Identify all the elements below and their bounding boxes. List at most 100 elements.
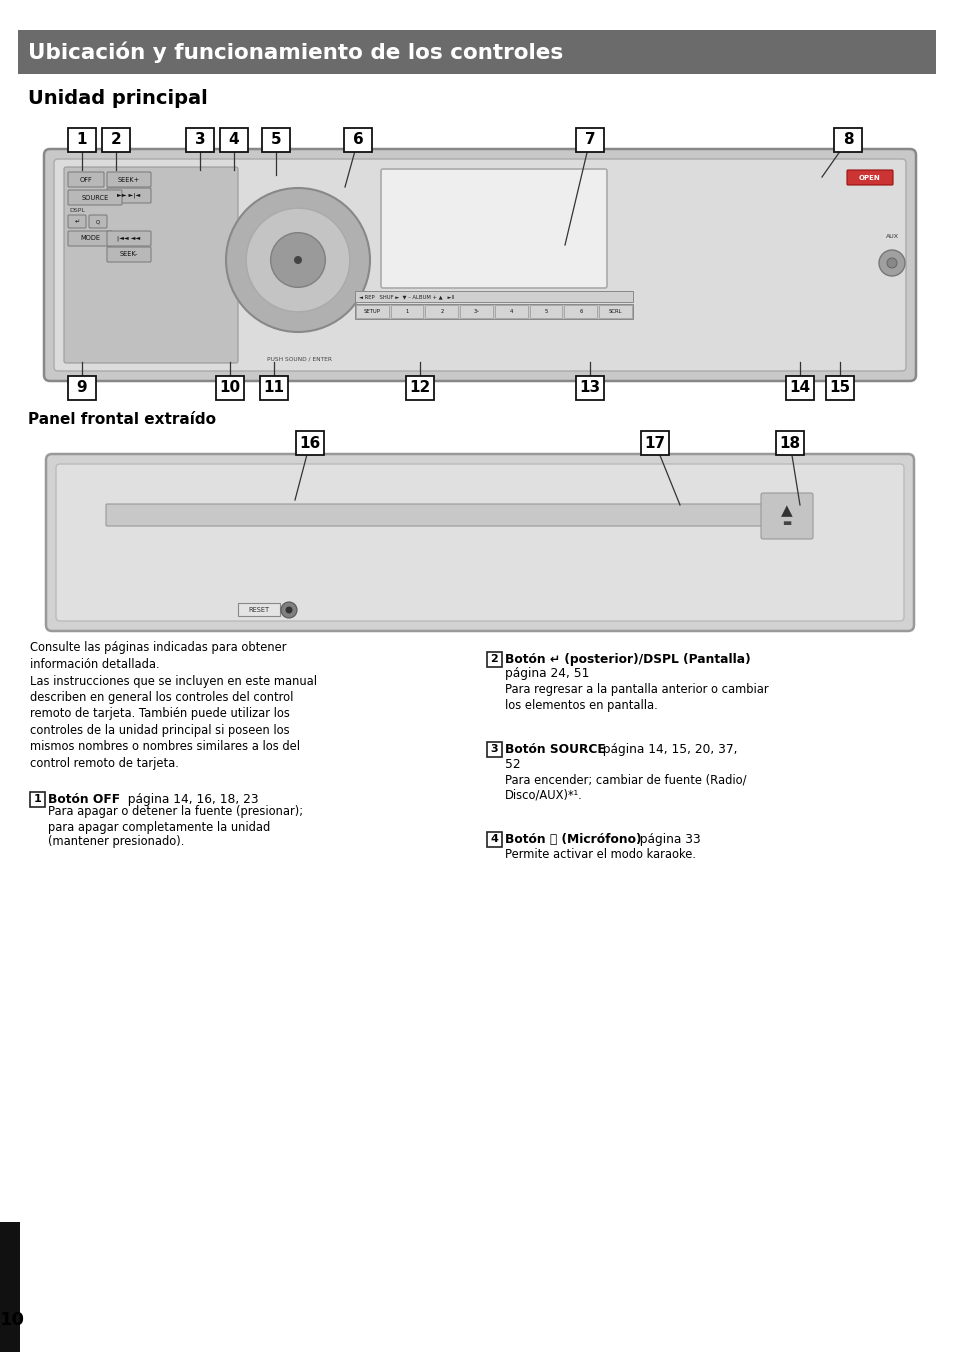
- FancyBboxPatch shape: [64, 168, 237, 362]
- Text: Unidad principal: Unidad principal: [28, 88, 208, 108]
- Circle shape: [226, 188, 370, 333]
- Text: 10: 10: [219, 380, 240, 396]
- Circle shape: [271, 233, 325, 288]
- FancyBboxPatch shape: [107, 231, 151, 246]
- Text: ▬: ▬: [781, 518, 791, 529]
- FancyBboxPatch shape: [785, 376, 813, 400]
- Text: para apagar completamente la unidad: para apagar completamente la unidad: [48, 821, 270, 833]
- FancyBboxPatch shape: [56, 464, 903, 621]
- FancyBboxPatch shape: [106, 504, 763, 526]
- Text: MODE: MODE: [80, 235, 100, 242]
- FancyBboxPatch shape: [68, 128, 96, 151]
- Text: 14: 14: [789, 380, 810, 396]
- Text: 12: 12: [409, 380, 430, 396]
- FancyBboxPatch shape: [260, 376, 288, 400]
- FancyBboxPatch shape: [825, 376, 853, 400]
- FancyBboxPatch shape: [380, 169, 606, 288]
- Text: 18: 18: [779, 435, 800, 450]
- Text: página 14, 16, 18, 23: página 14, 16, 18, 23: [120, 794, 258, 806]
- FancyBboxPatch shape: [68, 231, 112, 246]
- Circle shape: [294, 256, 302, 264]
- FancyBboxPatch shape: [46, 454, 913, 631]
- Text: |◄◄ ◄◄: |◄◄ ◄◄: [117, 235, 140, 241]
- Circle shape: [878, 250, 904, 276]
- Text: 4: 4: [490, 834, 497, 845]
- Text: SEEK+: SEEK+: [118, 177, 140, 183]
- Bar: [355, 304, 633, 319]
- Circle shape: [285, 607, 293, 614]
- Bar: [459, 306, 493, 318]
- FancyBboxPatch shape: [107, 172, 151, 187]
- FancyBboxPatch shape: [54, 160, 905, 370]
- Text: 3: 3: [194, 132, 205, 147]
- Text: Botón ⑂ (Micrófono): Botón ⑂ (Micrófono): [504, 833, 640, 846]
- FancyBboxPatch shape: [102, 128, 130, 151]
- Text: Las instrucciones que se incluyen en este manual: Las instrucciones que se incluyen en est…: [30, 675, 316, 688]
- Text: 8: 8: [841, 132, 852, 147]
- Text: ◄ REP   SHUF ►  ▼ – ALBUM + ▲   ►II: ◄ REP SHUF ► ▼ – ALBUM + ▲ ►II: [358, 295, 454, 300]
- Text: controles de la unidad principal si poseen los: controles de la unidad principal si pose…: [30, 725, 290, 737]
- Text: información detallada.: información detallada.: [30, 658, 159, 671]
- Text: 2: 2: [490, 654, 497, 664]
- Text: AUX: AUX: [884, 234, 898, 239]
- Text: PUSH SOUND / ENTER: PUSH SOUND / ENTER: [267, 357, 333, 361]
- Text: SETUP: SETUP: [363, 310, 380, 314]
- Bar: [237, 603, 280, 617]
- Text: 9: 9: [76, 380, 88, 396]
- Text: 1: 1: [405, 310, 409, 314]
- Text: 2: 2: [439, 310, 443, 314]
- Bar: [355, 291, 633, 301]
- Text: Consulte las páginas indicadas para obtener: Consulte las páginas indicadas para obte…: [30, 641, 286, 654]
- Bar: [18, 30, 935, 74]
- Text: Panel frontal extraído: Panel frontal extraído: [28, 412, 215, 427]
- Text: Ubicación y funcionamiento de los controles: Ubicación y funcionamiento de los contro…: [28, 42, 562, 62]
- Bar: [486, 742, 501, 757]
- FancyBboxPatch shape: [107, 247, 151, 262]
- Text: describen en general los controles del control: describen en general los controles del c…: [30, 691, 294, 704]
- FancyBboxPatch shape: [760, 493, 812, 539]
- Bar: [495, 306, 527, 318]
- Text: 52: 52: [504, 757, 520, 771]
- FancyBboxPatch shape: [406, 376, 434, 400]
- Circle shape: [281, 602, 296, 618]
- FancyBboxPatch shape: [262, 128, 290, 151]
- Bar: [30, 792, 45, 807]
- Text: ►► ►|◄: ►► ►|◄: [117, 193, 140, 199]
- FancyBboxPatch shape: [846, 170, 892, 185]
- FancyBboxPatch shape: [68, 215, 86, 228]
- Text: OPEN: OPEN: [859, 174, 880, 181]
- Text: 3◦: 3◦: [473, 310, 479, 314]
- Text: 1: 1: [33, 795, 41, 804]
- Text: Botón ↵ (posterior)/DSPL (Pantalla): Botón ↵ (posterior)/DSPL (Pantalla): [504, 653, 750, 667]
- Text: 6: 6: [353, 132, 363, 147]
- Text: Botón OFF: Botón OFF: [48, 794, 120, 806]
- Text: 4: 4: [509, 310, 513, 314]
- Text: DSPL: DSPL: [69, 208, 85, 214]
- Bar: [355, 306, 388, 318]
- Text: remoto de tarjeta. También puede utilizar los: remoto de tarjeta. También puede utiliza…: [30, 707, 290, 721]
- Text: ▲: ▲: [781, 503, 792, 519]
- FancyBboxPatch shape: [576, 128, 603, 151]
- Text: SEEK-: SEEK-: [120, 251, 138, 257]
- Text: Permite activar el modo karaoke.: Permite activar el modo karaoke.: [504, 848, 696, 860]
- FancyBboxPatch shape: [107, 188, 151, 203]
- Text: Q: Q: [95, 219, 100, 224]
- Text: SCRL: SCRL: [608, 310, 621, 314]
- Bar: [598, 306, 631, 318]
- Bar: [564, 306, 597, 318]
- FancyBboxPatch shape: [833, 128, 862, 151]
- Text: 15: 15: [828, 380, 850, 396]
- FancyBboxPatch shape: [68, 172, 104, 187]
- Text: página 33: página 33: [631, 833, 700, 846]
- Text: página 14, 15, 20, 37,: página 14, 15, 20, 37,: [595, 744, 737, 756]
- Bar: [486, 831, 501, 846]
- Bar: [425, 306, 457, 318]
- FancyBboxPatch shape: [68, 376, 96, 400]
- Text: 17: 17: [644, 435, 665, 450]
- FancyBboxPatch shape: [68, 191, 122, 206]
- Text: Disco/AUX)*¹.: Disco/AUX)*¹.: [504, 788, 582, 802]
- FancyBboxPatch shape: [215, 376, 244, 400]
- Text: (mantener presionado).: (mantener presionado).: [48, 836, 184, 849]
- Text: 5: 5: [544, 310, 547, 314]
- Text: 13: 13: [578, 380, 600, 396]
